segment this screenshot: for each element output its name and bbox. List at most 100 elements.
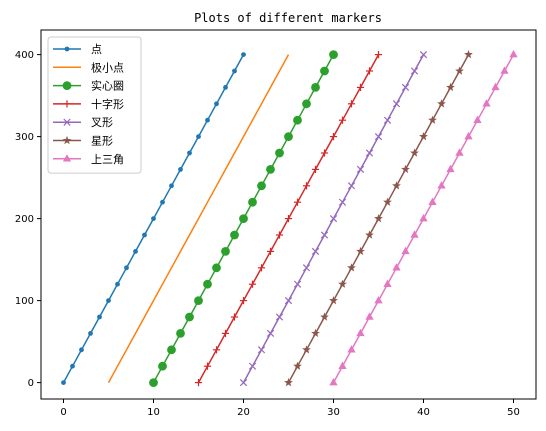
data-point [115,281,120,287]
data-point [214,101,219,107]
data-point [230,313,239,321]
data-point [302,99,311,109]
data-point [410,230,419,238]
data-point [311,328,320,338]
legend-label: 上三角 [91,153,124,166]
data-point [365,149,374,157]
data-point [223,85,228,90]
data-point [275,231,284,239]
data-point [356,83,365,91]
data-point [248,197,257,207]
data-point [311,165,320,173]
x-tick-label: 40 [417,407,430,418]
data-point [257,181,266,191]
legend-entry: 点 [53,43,102,56]
data-point [320,231,329,239]
data-point [347,100,356,108]
data-point [257,264,266,272]
x-tick-label: 10 [147,407,160,418]
data-point [266,329,275,338]
data-point [293,361,302,370]
data-point [356,165,365,174]
data-point [160,199,165,205]
y-tick-label: 200 [15,214,34,225]
data-point [347,182,356,190]
data-point [374,214,383,223]
data-point [61,380,66,385]
legend-entry: 叉形 [53,116,113,129]
data-point [365,67,374,75]
series-3 [149,50,338,387]
data-point [509,50,518,58]
legend-entry: 星形 [53,135,113,148]
y-tick-label: 100 [15,296,34,307]
data-point [455,148,464,156]
data-point [97,314,102,320]
data-point [124,265,129,271]
plot-area [61,50,518,387]
series-4 [194,51,383,387]
data-point [293,280,302,288]
legend-entry: 十字形 [53,97,124,111]
data-point [194,379,203,387]
legend-label: 点 [91,43,102,56]
data-point [419,214,428,222]
legend-label: 极小点 [91,60,124,74]
data-point [158,361,167,371]
data-point [187,150,192,156]
series-1 [61,52,246,385]
data-point [338,361,347,369]
data-point [275,148,284,158]
data-point [374,132,383,141]
data-point [178,167,183,172]
data-point [239,297,248,305]
data-point [338,198,347,206]
data-point [167,345,176,355]
data-point [311,83,320,92]
data-point [410,148,419,157]
x-tick-label: 50 [507,407,520,418]
series-6 [284,50,473,387]
data-point [203,362,212,370]
data-point [464,50,473,59]
data-point [266,165,275,174]
data-point [383,279,392,287]
data-point [284,296,293,305]
series-line [107,54,290,383]
data-point [347,345,356,353]
legend-marker [63,100,71,108]
data-point [428,115,437,124]
data-point [142,232,147,238]
data-point [205,117,210,123]
data-point [266,247,275,255]
legend-label: 十字形 [91,97,124,111]
data-point [365,312,374,320]
data-point [221,329,230,337]
data-point [491,82,500,91]
data-point [383,116,392,124]
chart-title: Plots of different markers [194,11,382,25]
data-point [392,181,401,190]
data-point [500,66,509,74]
data-point [232,68,237,74]
legend-label: 实心圈 [91,79,124,93]
series-7 [329,50,518,386]
data-point [221,247,230,256]
data-point [356,246,365,256]
data-point [149,378,158,387]
data-point [176,329,185,338]
axes-frame [40,29,537,400]
data-point [241,52,246,57]
data-point [248,362,257,370]
data-point [257,346,266,354]
data-point [338,116,347,124]
data-point [320,149,329,157]
data-point [284,132,293,142]
data-point [419,132,428,141]
legend-marker [63,118,71,126]
data-point [239,378,248,387]
legend-entry: 上三角 [53,153,124,166]
data-point [239,214,248,224]
